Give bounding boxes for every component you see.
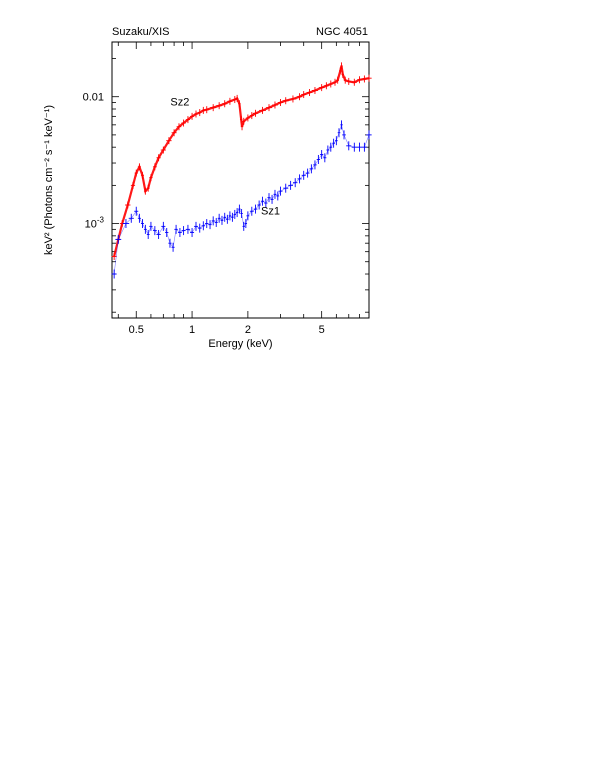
x-tick-label: 1: [189, 324, 195, 336]
y-tick-label: 10-3: [85, 216, 105, 231]
y-tick-label: 0.01: [83, 92, 104, 104]
plot-frame-group: [111, 41, 370, 319]
series-sz1: [111, 120, 372, 279]
series-trace: [113, 65, 370, 257]
series-group: [111, 62, 372, 279]
series-sz2: [111, 62, 372, 260]
y-axis-label: keV² (Photons cm⁻² s⁻¹ keV⁻¹): [43, 105, 55, 255]
data-point: [111, 269, 117, 279]
x-tick-label: 5: [319, 324, 325, 336]
labels-group: 0.5 1 2 5 0.01 10-3 Energy (keV) keV² (Photons …: [43, 92, 325, 350]
series-label: Sz1: [261, 205, 280, 217]
x-tick-label: 0.5: [129, 324, 144, 336]
x-axis-label: Energy (keV): [208, 338, 272, 350]
x-tick-label: 2: [245, 324, 251, 336]
data-point: [366, 130, 372, 140]
series-trace: [113, 123, 370, 275]
chart-header-right: NGC 4051: [316, 26, 368, 38]
series-label: Sz2: [170, 97, 189, 109]
chart-header-left: Suzaku/XIS: [112, 26, 170, 38]
plot-frame: [111, 41, 370, 319]
